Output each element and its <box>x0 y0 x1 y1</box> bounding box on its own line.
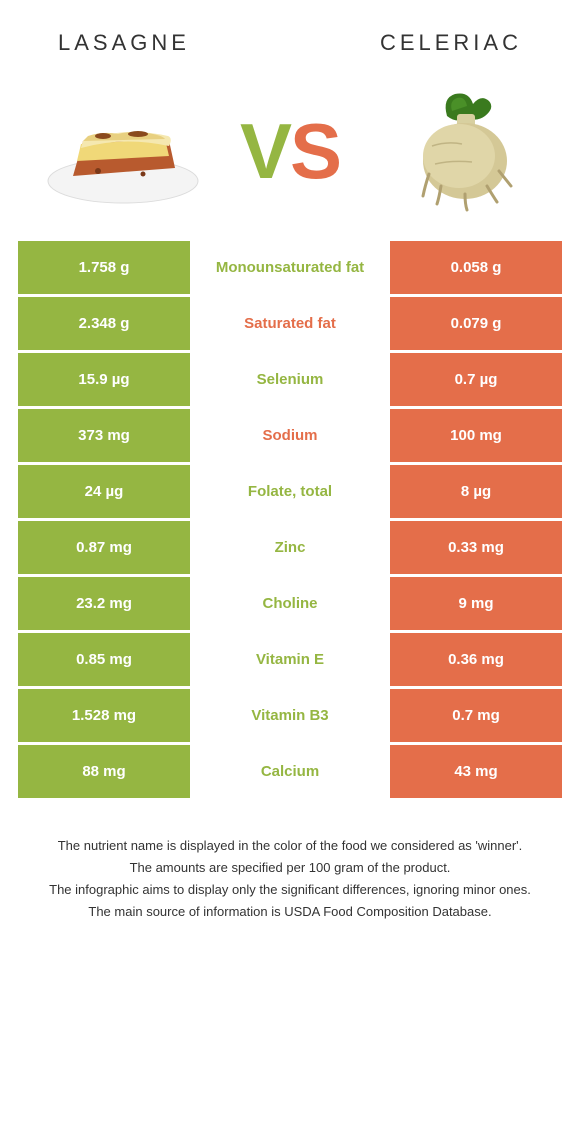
left-value: 1.528 mg <box>18 689 190 742</box>
table-row: 373 mgSodium100 mg <box>18 409 562 465</box>
footnote-line: The nutrient name is displayed in the co… <box>38 836 542 856</box>
left-value: 23.2 mg <box>18 577 190 630</box>
nutrient-label: Vitamin B3 <box>190 689 390 742</box>
nutrient-label: Folate, total <box>190 465 390 518</box>
table-row: 1.528 mgVitamin B30.7 mg <box>18 689 562 745</box>
table-row: 15.9 µgSelenium0.7 µg <box>18 353 562 409</box>
nutrient-label: Sodium <box>190 409 390 462</box>
titles-row: Lasagne Celeriac <box>18 20 562 76</box>
nutrient-label: Selenium <box>190 353 390 406</box>
nutrient-label: Choline <box>190 577 390 630</box>
nutrient-label: Monounsaturated fat <box>190 241 390 294</box>
celeriac-image <box>377 86 537 216</box>
left-value: 373 mg <box>18 409 190 462</box>
comparison-table: 1.758 gMonounsaturated fat0.058 g2.348 g… <box>18 241 562 801</box>
left-value: 0.87 mg <box>18 521 190 574</box>
footnote-line: The infographic aims to display only the… <box>38 880 542 900</box>
hero-row: VS <box>18 76 562 241</box>
right-value: 0.7 mg <box>390 689 562 742</box>
nutrient-label: Vitamin E <box>190 633 390 686</box>
lasagne-image <box>43 86 203 216</box>
nutrient-label: Saturated fat <box>190 297 390 350</box>
left-value: 15.9 µg <box>18 353 190 406</box>
right-value: 100 mg <box>390 409 562 462</box>
right-value: 0.079 g <box>390 297 562 350</box>
left-value: 88 mg <box>18 745 190 798</box>
right-value: 9 mg <box>390 577 562 630</box>
left-value: 24 µg <box>18 465 190 518</box>
celeriac-icon <box>377 86 537 216</box>
right-value: 43 mg <box>390 745 562 798</box>
lasagne-icon <box>43 86 203 216</box>
nutrient-label: Zinc <box>190 521 390 574</box>
right-value: 0.058 g <box>390 241 562 294</box>
right-value: 0.7 µg <box>390 353 562 406</box>
footnote-line: The amounts are specified per 100 gram o… <box>38 858 542 878</box>
left-food-title: Lasagne <box>58 30 190 56</box>
table-row: 1.758 gMonounsaturated fat0.058 g <box>18 241 562 297</box>
left-value: 1.758 g <box>18 241 190 294</box>
table-row: 23.2 mgCholine9 mg <box>18 577 562 633</box>
right-value: 0.36 mg <box>390 633 562 686</box>
left-value: 2.348 g <box>18 297 190 350</box>
vs-letter-v: V <box>240 107 290 195</box>
table-row: 0.87 mgZinc0.33 mg <box>18 521 562 577</box>
right-food-title: Celeriac <box>380 30 522 56</box>
table-row: 2.348 gSaturated fat0.079 g <box>18 297 562 353</box>
right-value: 0.33 mg <box>390 521 562 574</box>
footnote-line: The main source of information is USDA F… <box>38 902 542 922</box>
table-row: 24 µgFolate, total8 µg <box>18 465 562 521</box>
table-row: 0.85 mgVitamin E0.36 mg <box>18 633 562 689</box>
infographic-container: Lasagne Celeriac VS <box>0 0 580 955</box>
vs-letter-s: S <box>290 107 340 195</box>
footnotes: The nutrient name is displayed in the co… <box>18 801 562 923</box>
table-row: 88 mgCalcium43 mg <box>18 745 562 801</box>
nutrient-label: Calcium <box>190 745 390 798</box>
right-value: 8 µg <box>390 465 562 518</box>
left-value: 0.85 mg <box>18 633 190 686</box>
vs-label: VS <box>240 112 340 190</box>
